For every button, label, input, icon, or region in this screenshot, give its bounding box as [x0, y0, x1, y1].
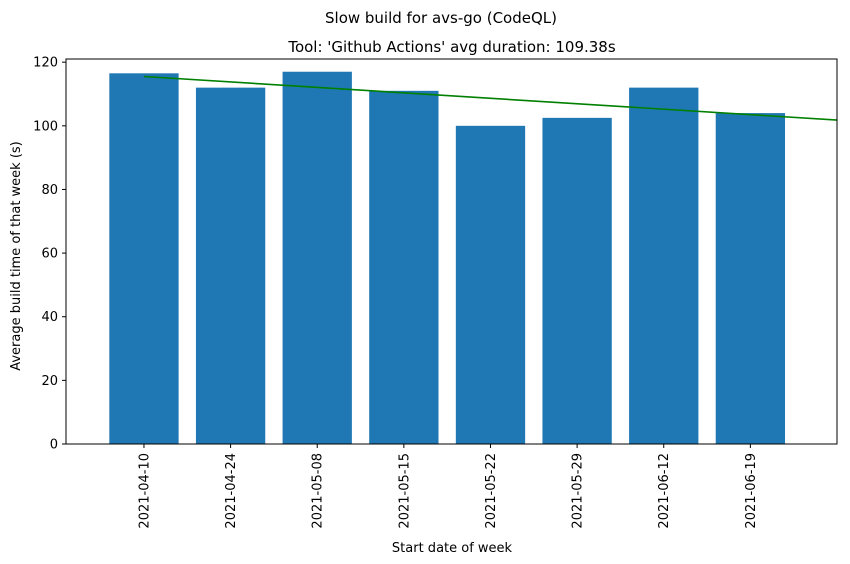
- y-tick-label-120: 120: [33, 56, 58, 71]
- bar-2021-05-15: [369, 90, 439, 445]
- chart-suptitle: Slow build for avs-go (CodeQL): [325, 9, 557, 27]
- bar-2021-04-24: [195, 87, 266, 445]
- x-tick-label-2021-05-15: 2021-05-15: [397, 453, 412, 529]
- x-tick-label-2021-05-22: 2021-05-22: [484, 453, 499, 529]
- y-tick-label-40: 40: [41, 310, 58, 325]
- y-axis-label: Average build time of that week (s): [9, 141, 24, 371]
- x-tick-label-2021-06-12: 2021-06-12: [657, 453, 672, 529]
- chart-title: Tool: 'Github Actions' avg duration: 109…: [287, 38, 616, 56]
- x-tick-label-2021-05-08: 2021-05-08: [311, 453, 326, 529]
- trend-group: [143, 75, 838, 121]
- y-tick-label-60: 60: [41, 247, 58, 262]
- x-tick-label-2021-05-29: 2021-05-29: [571, 453, 586, 529]
- x-axis-label: Start date of week: [392, 541, 513, 556]
- x-tick-label-2021-06-19: 2021-06-19: [744, 453, 759, 529]
- bar-2021-06-19: [715, 113, 786, 444]
- x-tick-label-2021-04-24: 2021-04-24: [224, 453, 239, 529]
- bar-2021-05-29: [542, 117, 612, 444]
- trend-line: [143, 75, 838, 121]
- bar-2021-05-08: [282, 71, 352, 445]
- y-tick-label-20: 20: [41, 374, 58, 389]
- y-tick-label-80: 80: [41, 183, 58, 198]
- y-tick-label-0: 0: [50, 438, 58, 453]
- x-tick-label-2021-04-10: 2021-04-10: [137, 453, 152, 529]
- y-tick-label-100: 100: [33, 119, 58, 134]
- bar-2021-06-12: [629, 87, 699, 445]
- bar-2021-04-10: [109, 73, 179, 445]
- bars-group: [109, 71, 786, 445]
- bar-2021-05-22: [455, 125, 526, 445]
- axes-group: 0 20 40 60 80 100 120 2021-04-10 2021-04-24 2021-…: [33, 56, 838, 529]
- plot-frame: [65, 58, 838, 445]
